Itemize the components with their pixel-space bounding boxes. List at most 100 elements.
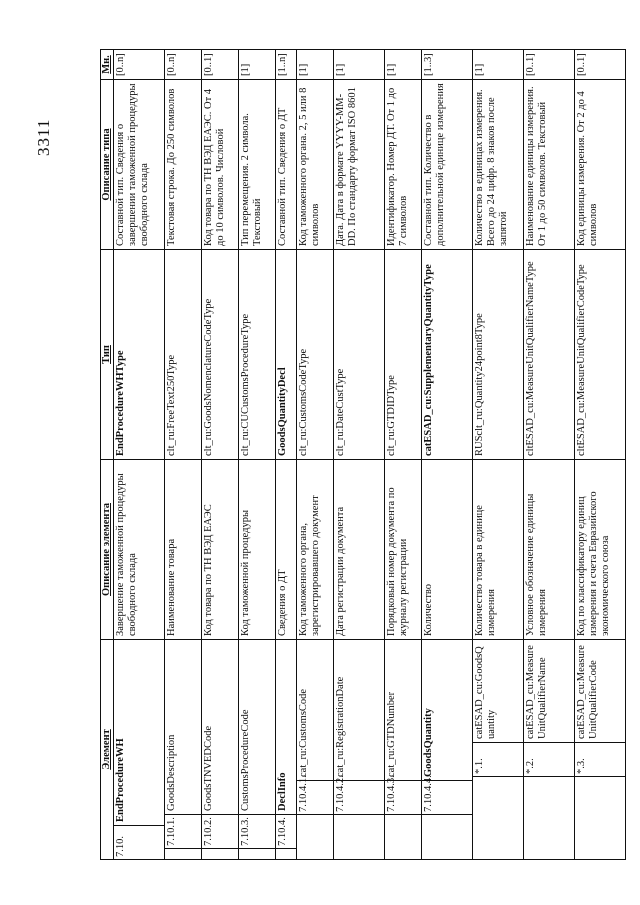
- header-type-description: Описание типа: [100, 79, 114, 250]
- element-description: Дата регистрации документа: [333, 459, 385, 640]
- multiplicity: [0..1]: [574, 49, 626, 80]
- header-type: Тип: [100, 249, 114, 460]
- tree-indent: [239, 848, 275, 859]
- schema-table: Элемент Описание элемента Тип Описание т…: [100, 49, 626, 860]
- element-type: cltESAD_cu:MeasureUnitQualifierNameType: [523, 249, 575, 460]
- table-row: 7.10. EndProcedureWH Завершение таможенной…: [113, 49, 165, 860]
- table-row: 7.10.4. DeclInfo Сведения о ДТ GoodsQuantit…: [275, 49, 297, 860]
- element-name: catESAD_cu:MeasureUnitQualifierName: [525, 645, 548, 739]
- table-row: 7.10.2. GoodsTNVEDCode Код товара по ТН ВЭ…: [201, 49, 239, 860]
- element-type: GoodsQuantityDecl: [275, 249, 297, 460]
- element-number: 7.10.3.: [239, 814, 275, 848]
- element-name: catESAD_cu:MeasureUnitQualifierCode: [576, 645, 599, 739]
- type-description: Количество в единицах измерения. Всего д…: [472, 79, 524, 250]
- element-cell: 7.10.4. DeclInfo: [275, 639, 297, 860]
- element-cell: 7.10.4.1. cat_ru:CustomsCode: [296, 639, 334, 860]
- table-row: *.2. catESAD_cu:MeasureUnitQualifierName У…: [523, 49, 575, 860]
- element-cell: 7.10. EndProcedureWH: [113, 639, 165, 860]
- tree-indent: [334, 814, 384, 859]
- element-type: RUSclt_ru:Quantity24point8Type: [472, 249, 524, 460]
- element-name: GoodsDescription: [166, 734, 177, 811]
- type-description: Идентификатор. Номер ДТ. От 1 до 7 симво…: [384, 79, 422, 250]
- element-cell: 7.10.4.2. cat_ru:RegistrationDate: [333, 639, 385, 860]
- header-multiplicity: Мн.: [100, 49, 114, 80]
- element-number: 7.10.2.: [202, 814, 238, 848]
- type-description: Наименование единицы измерения. От 1 до …: [523, 79, 575, 250]
- table-row: 7.10.4.2. cat_ru:RegistrationDate Дата рег…: [333, 49, 385, 860]
- element-type: cltESAD_cu:MeasureUnitQualifierCodeType: [574, 249, 626, 460]
- type-description: Код товара по ТН ВЭД ЕАЭС. От 4 до 10 си…: [201, 79, 239, 250]
- multiplicity: [1..n]: [275, 49, 297, 80]
- element-number: 7.10.4.1.: [297, 775, 333, 814]
- type-description: Тип перемещения. 2 символа. Текстовый: [238, 79, 276, 250]
- element-cell: 7.10.3. CustomsProcedureCode: [238, 639, 276, 860]
- element-number: *.1.: [473, 742, 523, 776]
- type-description: Код таможенного органа. 2, 5 или 8 симво…: [296, 79, 334, 250]
- tree-indent: [575, 776, 625, 859]
- element-number: 7.10.: [114, 825, 164, 859]
- multiplicity: [1..3]: [421, 49, 473, 80]
- tree-indent: [165, 848, 201, 859]
- table-row: 7.10.1. GoodsDescription Наименование това…: [164, 49, 202, 860]
- element-name: GoodsTNVEDCode: [203, 725, 214, 811]
- table-header-row: Элемент Описание элемента Тип Описание т…: [100, 49, 114, 860]
- element-cell: 7.10.4.3. cat_ru:GTDNumber: [384, 639, 422, 860]
- element-type: clt_ru:CustomsCodeType: [296, 249, 334, 460]
- table-row: 7.10.4.1. cat_ru:CustomsCode Код таможенно…: [296, 49, 334, 860]
- element-name: GoodsQuantity: [423, 708, 434, 777]
- multiplicity: [0..1]: [523, 49, 575, 80]
- header-element: Элемент: [100, 639, 114, 860]
- tree-indent: [422, 814, 472, 859]
- element-cell: 7.10.1. GoodsDescription: [164, 639, 202, 860]
- table-row: 7.10.4.4. GoodsQuantity Количество catESAD_…: [421, 49, 473, 860]
- table-row: *.1. catESAD_cu:GoodsQuantity Количество т…: [472, 49, 524, 860]
- tree-indent: [276, 848, 296, 859]
- element-cell: 7.10.4.4. GoodsQuantity: [421, 639, 473, 860]
- element-cell: 7.10.2. GoodsTNVEDCode: [201, 639, 239, 860]
- rotated-table-container: Элемент Описание элемента Тип Описание т…: [100, 49, 626, 860]
- element-description: Наименование товара: [164, 459, 202, 640]
- element-type: clt_ru:FreeText250Type: [164, 249, 202, 460]
- element-number: 7.10.4.4.: [422, 775, 472, 814]
- element-type: catESAD_cu:SupplementaryQuantityType: [421, 249, 473, 460]
- element-number: 7.10.1.: [165, 814, 201, 848]
- multiplicity: [0..n]: [164, 49, 202, 80]
- element-description: Завершение таможенной процедуры свободно…: [113, 459, 165, 640]
- element-name: cat_ru:RegistrationDate: [335, 676, 346, 777]
- tree-indent: [385, 814, 421, 859]
- element-type: EndProcedureWHType: [113, 249, 165, 460]
- element-description: Сведения о ДТ: [275, 459, 297, 640]
- element-description: Порядковый номер документа по журналу ре…: [384, 459, 422, 640]
- tree-indent: [202, 848, 238, 859]
- element-cell: *.1. catESAD_cu:GoodsQuantity: [472, 639, 524, 860]
- header-element-description: Описание элемента: [100, 459, 114, 640]
- element-description: Код таможенного органа, зарегистрировавш…: [296, 459, 334, 640]
- element-cell: *.3. catESAD_cu:MeasureUnitQualifierCode: [574, 639, 626, 860]
- element-type: clt_ru:CUCustomsProcedureType: [238, 249, 276, 460]
- type-description: Составной тип. Сведения о ДТ: [275, 79, 297, 250]
- table-row: 7.10.3. CustomsProcedureCode Код таможенно…: [238, 49, 276, 860]
- element-description: Код таможенной процедуры: [238, 459, 276, 640]
- type-description: Код единицы измерения. От 2 до 4 символо…: [574, 79, 626, 250]
- type-description: Текстовая строка. До 250 символов: [164, 79, 202, 250]
- element-number: *.3.: [575, 742, 625, 776]
- element-number: 7.10.4.3.: [385, 775, 421, 814]
- multiplicity: [1]: [296, 49, 334, 80]
- multiplicity: [0..1]: [201, 49, 239, 80]
- tree-indent: [297, 814, 333, 859]
- element-name: CustomsProcedureCode: [240, 709, 251, 812]
- element-description: Код товара по ТН ВЭД ЕАЭС: [201, 459, 239, 640]
- element-type: clt_ru:DateCustType: [333, 249, 385, 460]
- multiplicity: [1]: [333, 49, 385, 80]
- element-name: cat_ru:CustomsCode: [298, 688, 309, 777]
- type-description: Дата. Дата в формате YYYY-MM-DD. По стан…: [333, 79, 385, 250]
- element-description: Условное обозначение единицы измерения: [523, 459, 575, 640]
- element-number: *.2.: [524, 742, 574, 776]
- element-name: catESAD_cu:GoodsQuantity: [474, 646, 497, 739]
- element-cell: *.2. catESAD_cu:MeasureUnitQualifierName: [523, 639, 575, 860]
- table-row: 7.10.4.3. cat_ru:GTDNumber Порядковый номе…: [384, 49, 422, 860]
- multiplicity: [1]: [472, 49, 524, 80]
- element-description: Количество товара в единице измерения: [472, 459, 524, 640]
- element-description: Код по классификатору единиц измерения и…: [574, 459, 626, 640]
- element-name: EndProcedureWH: [115, 738, 126, 822]
